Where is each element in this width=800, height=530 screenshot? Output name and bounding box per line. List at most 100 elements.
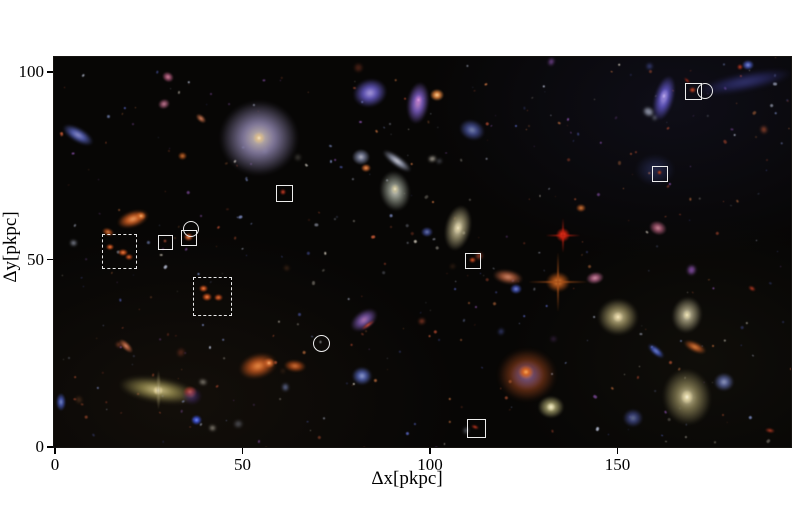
- star-speck: [641, 324, 643, 327]
- star-speck: [627, 220, 629, 222]
- galaxy: [538, 395, 565, 418]
- galaxy: [658, 365, 716, 429]
- star-speck: [485, 121, 490, 126]
- star-speck: [187, 81, 190, 84]
- galaxy: [668, 294, 705, 336]
- star-speck: [735, 198, 739, 203]
- star-speck: [474, 89, 477, 92]
- star-speck: [302, 350, 307, 354]
- star-speck: [634, 150, 638, 153]
- star-speck: [162, 395, 164, 398]
- x-axis-tick: [54, 448, 56, 454]
- star-speck: [624, 373, 626, 376]
- star-speck: [722, 201, 724, 202]
- star-speck: [573, 197, 577, 201]
- galaxy: [612, 311, 623, 322]
- star-speck: [81, 73, 86, 77]
- star-speck: [519, 322, 521, 324]
- star-speck: [373, 378, 378, 383]
- star-speck: [617, 63, 621, 67]
- star-speck: [437, 159, 443, 164]
- galaxy: [585, 270, 605, 286]
- star-speck: [106, 408, 108, 411]
- star-speck: [648, 69, 652, 74]
- star-speck: [629, 152, 634, 156]
- galaxy: [456, 116, 488, 144]
- star-speck: [460, 406, 463, 409]
- star-speck: [236, 216, 239, 219]
- galaxy: [380, 146, 414, 175]
- star-speck: [398, 350, 401, 354]
- star-speck: [253, 403, 256, 407]
- star-speck: [264, 446, 268, 447]
- star-speck: [677, 366, 681, 371]
- star-speck: [543, 91, 546, 94]
- star-speck: [187, 83, 190, 85]
- star-speck: [391, 133, 393, 135]
- star-speck: [683, 376, 686, 379]
- galaxy: [136, 212, 147, 221]
- star-speck: [618, 160, 621, 165]
- diffraction-spike: [556, 252, 559, 312]
- star-speck: [419, 318, 425, 324]
- star-speck: [234, 420, 242, 428]
- star-speck: [180, 368, 183, 371]
- star-speck: [436, 126, 439, 129]
- star-speck: [354, 80, 356, 83]
- star-speck: [368, 173, 371, 176]
- galaxy: [547, 402, 556, 411]
- galaxy: [181, 387, 202, 405]
- star-speck: [754, 136, 757, 139]
- star-speck: [388, 123, 391, 125]
- star-speck: [277, 320, 280, 324]
- candidate-circle-marker: [313, 334, 331, 352]
- star-speck: [306, 164, 309, 167]
- star-speck: [707, 114, 710, 117]
- star-speck: [701, 345, 703, 347]
- star-speck: [722, 62, 726, 66]
- star-speck: [317, 435, 322, 440]
- star-speck: [410, 194, 412, 197]
- star-speck: [104, 400, 108, 405]
- galaxy: [714, 373, 734, 392]
- star-speck: [176, 290, 178, 292]
- star-speck: [538, 252, 540, 254]
- star-speck: [413, 238, 418, 243]
- star-speck: [117, 209, 121, 212]
- star-speck: [679, 339, 682, 343]
- star-speck: [555, 195, 557, 197]
- star-speck: [284, 265, 290, 271]
- star-speck: [592, 394, 598, 399]
- star-speck: [699, 197, 702, 201]
- star-speck: [686, 264, 696, 275]
- star-speck: [282, 384, 289, 391]
- star-speck: [518, 281, 520, 283]
- star-speck: [163, 264, 169, 269]
- star-speck: [789, 367, 791, 371]
- star-speck: [550, 429, 554, 433]
- star-speck: [713, 441, 717, 444]
- star-speck: [660, 434, 663, 437]
- star-speck: [216, 224, 220, 229]
- candidate-circle-marker: [697, 83, 714, 99]
- galaxy: [421, 227, 433, 238]
- star-speck: [347, 297, 351, 300]
- star-speck: [322, 417, 326, 420]
- star-speck: [484, 82, 488, 86]
- star-speck: [474, 306, 478, 309]
- star-speck: [722, 414, 725, 417]
- star-speck: [70, 240, 77, 246]
- y-axis-tick: [47, 446, 53, 448]
- star-speck: [692, 114, 695, 117]
- star-speck: [685, 423, 688, 426]
- star-speck: [383, 262, 387, 266]
- y-axis-tick: [47, 71, 53, 73]
- star-speck: [429, 334, 432, 338]
- star-speck: [362, 446, 366, 447]
- star-speck: [511, 278, 515, 283]
- star-speck: [323, 252, 327, 256]
- star-speck: [499, 387, 501, 390]
- star-speck: [781, 320, 785, 324]
- star-speck: [548, 187, 551, 190]
- star-speck: [566, 157, 571, 162]
